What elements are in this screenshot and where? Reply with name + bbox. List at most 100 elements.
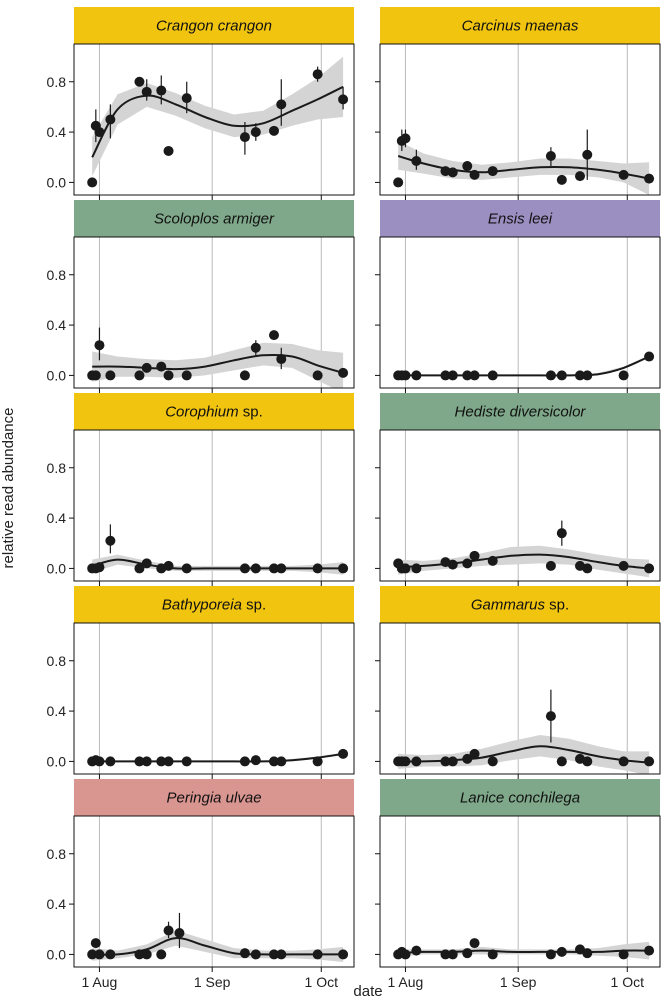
panel-title-suffix: sp. [545, 597, 569, 614]
panel-strip [74, 586, 354, 623]
smooth-line [91, 558, 344, 570]
smooth-line [92, 353, 344, 374]
data-point [181, 370, 192, 381]
panel-title: Gammarus sp. [471, 597, 569, 614]
y-tick-label: 0.0 [47, 367, 67, 383]
data-point [269, 756, 279, 767]
data-point [239, 948, 250, 959]
data-point [239, 370, 250, 381]
data-point [163, 756, 174, 767]
data-point [174, 928, 185, 939]
data-point [545, 150, 556, 161]
panel-title-species: Crangon crangon [156, 18, 272, 35]
smooth-line [398, 949, 650, 955]
data-point [141, 558, 152, 569]
smooth-line [92, 752, 344, 763]
data-point [447, 756, 458, 767]
data-point [141, 86, 152, 97]
data-point [250, 755, 261, 766]
smooth-line [398, 553, 650, 570]
data-point [312, 949, 323, 960]
smooth-line [92, 937, 344, 956]
panel-plot [393, 689, 655, 774]
data-point [269, 330, 279, 341]
confidence-ribbon [92, 752, 344, 762]
y-tick-label: 0.4 [47, 124, 67, 140]
data-point [618, 560, 629, 571]
data-point [545, 949, 556, 960]
data-point [644, 563, 655, 574]
data-point [94, 340, 105, 351]
smooth-line [397, 155, 650, 180]
data-point [134, 370, 145, 381]
panel-title: Crangon crangon [156, 18, 272, 35]
panel-title-species: Scoloplos armiger [154, 211, 275, 228]
data-point [276, 354, 287, 365]
data-point [276, 99, 287, 110]
y-axis-title: relative read abundance [0, 408, 17, 569]
panel-title-suffix: sp. [239, 404, 263, 421]
data-point [250, 342, 261, 353]
panel-border [73, 622, 355, 775]
confidence-ribbon [92, 554, 344, 575]
smooth-line [398, 355, 650, 377]
panel-border [379, 43, 661, 196]
y-tick-label: 0.0 [47, 560, 67, 576]
data-point [338, 949, 349, 960]
data-point [250, 127, 261, 138]
data-point [487, 555, 498, 566]
data-point [94, 756, 105, 767]
data-point [644, 351, 655, 362]
y-tick-label: 0.0 [47, 174, 67, 190]
data-point [400, 370, 411, 381]
data-point [545, 560, 556, 571]
x-tick-label: 1 Oct [305, 974, 339, 990]
data-point [156, 756, 167, 767]
data-point [276, 949, 287, 960]
data-point [87, 949, 98, 960]
y-tick-label: 0.4 [47, 896, 67, 912]
panel-plot [393, 129, 655, 195]
panel-strip [380, 586, 660, 623]
y-tick-label: 0.0 [47, 753, 67, 769]
data-point [582, 563, 593, 574]
panels-layer: Crangon crangon 0.0 0.4 0.8 Carcinus maenas S… [47, 7, 661, 990]
data-point [163, 925, 174, 936]
panel-title: Ensis leei [488, 211, 553, 228]
confidence-ribbon [92, 930, 344, 962]
panel-title-species: Bathyporeia [162, 597, 242, 614]
panel-plot [87, 524, 349, 575]
data-point [556, 756, 567, 767]
data-point [462, 948, 473, 959]
data-point [94, 562, 105, 573]
x-tick-label: 1 Sep [194, 974, 231, 990]
panel-plot [87, 748, 349, 767]
panel-plot [87, 56, 349, 188]
data-point [545, 370, 556, 381]
data-point [94, 127, 105, 138]
data-point [87, 177, 98, 188]
y-tick-label: 0.4 [47, 317, 67, 333]
data-point [469, 748, 480, 759]
panel-title-species: Ensis leei [488, 211, 553, 228]
data-point [181, 563, 192, 574]
panel-8: Gammarus sp. [375, 586, 661, 779]
data-point [556, 528, 567, 539]
panel-plot [87, 912, 349, 962]
data-point [276, 563, 287, 574]
panel-strip [380, 779, 660, 816]
data-point [447, 559, 458, 570]
data-point [134, 756, 145, 767]
data-point [156, 361, 167, 372]
confidence-ribbon [92, 56, 344, 177]
panel-strip [380, 393, 660, 430]
data-point [239, 563, 250, 574]
data-point [141, 756, 152, 767]
y-tick-label: 0.8 [47, 460, 67, 476]
data-point [644, 173, 655, 184]
data-point [400, 563, 411, 574]
data-point [338, 563, 349, 574]
smooth-line [398, 745, 650, 764]
data-point [338, 748, 349, 759]
